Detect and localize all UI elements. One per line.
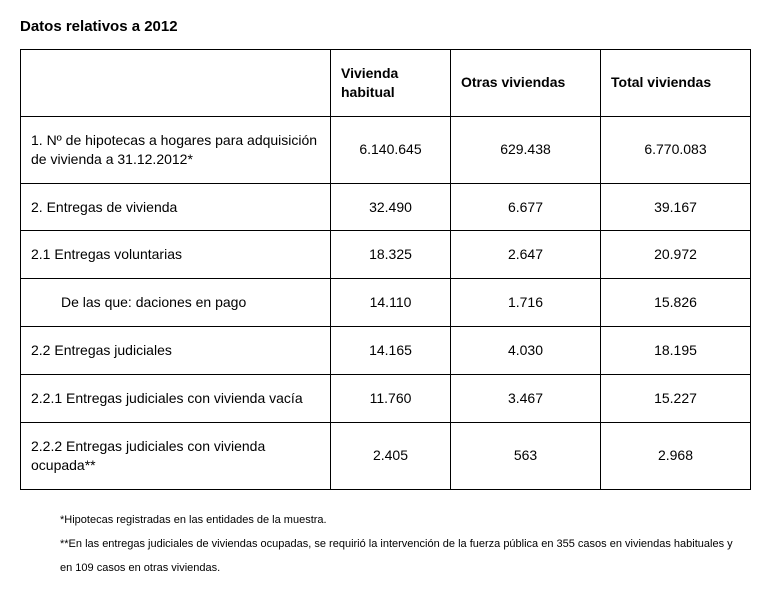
footnotes: *Hipotecas registradas en las entidades … (60, 508, 740, 581)
row-val-total: 18.195 (601, 327, 751, 375)
row-val-total: 2.968 (601, 423, 751, 490)
footnote-2: **En las entregas judiciales de vivienda… (60, 532, 740, 580)
row-label: 2.1 Entregas voluntarias (21, 231, 331, 279)
table-body: 1. Nº de hipotecas a hogares para adquis… (21, 116, 751, 489)
row-val-otras: 2.647 (451, 231, 601, 279)
row-label: 2.2 Entregas judiciales (21, 327, 331, 375)
table-header-row: Vivienda habitual Otras viviendas Total … (21, 50, 751, 117)
row-val-otras: 4.030 (451, 327, 601, 375)
row-val-total: 39.167 (601, 183, 751, 231)
col-blank (21, 50, 331, 117)
row-val-otras: 629.438 (451, 116, 601, 183)
row-val-otras: 563 (451, 423, 601, 490)
col-habitual: Vivienda habitual (331, 50, 451, 117)
footnote-1: *Hipotecas registradas en las entidades … (60, 508, 740, 532)
row-val-habitual: 6.140.645 (331, 116, 451, 183)
row-val-habitual: 32.490 (331, 183, 451, 231)
table-row: 1. Nº de hipotecas a hogares para adquis… (21, 116, 751, 183)
row-val-habitual: 14.110 (331, 279, 451, 327)
table-row: 2.2 Entregas judiciales 14.165 4.030 18.… (21, 327, 751, 375)
row-label: 2. Entregas de vivienda (21, 183, 331, 231)
col-otras: Otras viviendas (451, 50, 601, 117)
row-label: 2.2.1 Entregas judiciales con vivienda v… (21, 375, 331, 423)
table-row: 2.2.1 Entregas judiciales con vivienda v… (21, 375, 751, 423)
row-val-otras: 3.467 (451, 375, 601, 423)
row-val-total: 15.227 (601, 375, 751, 423)
page-title: Datos relativos a 2012 (20, 18, 750, 35)
row-val-total: 15.826 (601, 279, 751, 327)
row-val-habitual: 18.325 (331, 231, 451, 279)
row-label: 1. Nº de hipotecas a hogares para adquis… (21, 116, 331, 183)
row-val-otras: 1.716 (451, 279, 601, 327)
col-total: Total viviendas (601, 50, 751, 117)
row-label: 2.2.2 Entregas judiciales con vivienda o… (21, 423, 331, 490)
row-val-habitual: 14.165 (331, 327, 451, 375)
table-row: 2.1 Entregas voluntarias 18.325 2.647 20… (21, 231, 751, 279)
table-row: De las que: daciones en pago 14.110 1.71… (21, 279, 751, 327)
row-val-total: 6.770.083 (601, 116, 751, 183)
table-row: 2.2.2 Entregas judiciales con vivienda o… (21, 423, 751, 490)
row-label: De las que: daciones en pago (21, 279, 331, 327)
row-val-habitual: 11.760 (331, 375, 451, 423)
row-val-habitual: 2.405 (331, 423, 451, 490)
row-val-total: 20.972 (601, 231, 751, 279)
data-table: Vivienda habitual Otras viviendas Total … (20, 49, 751, 490)
row-val-otras: 6.677 (451, 183, 601, 231)
table-row: 2. Entregas de vivienda 32.490 6.677 39.… (21, 183, 751, 231)
